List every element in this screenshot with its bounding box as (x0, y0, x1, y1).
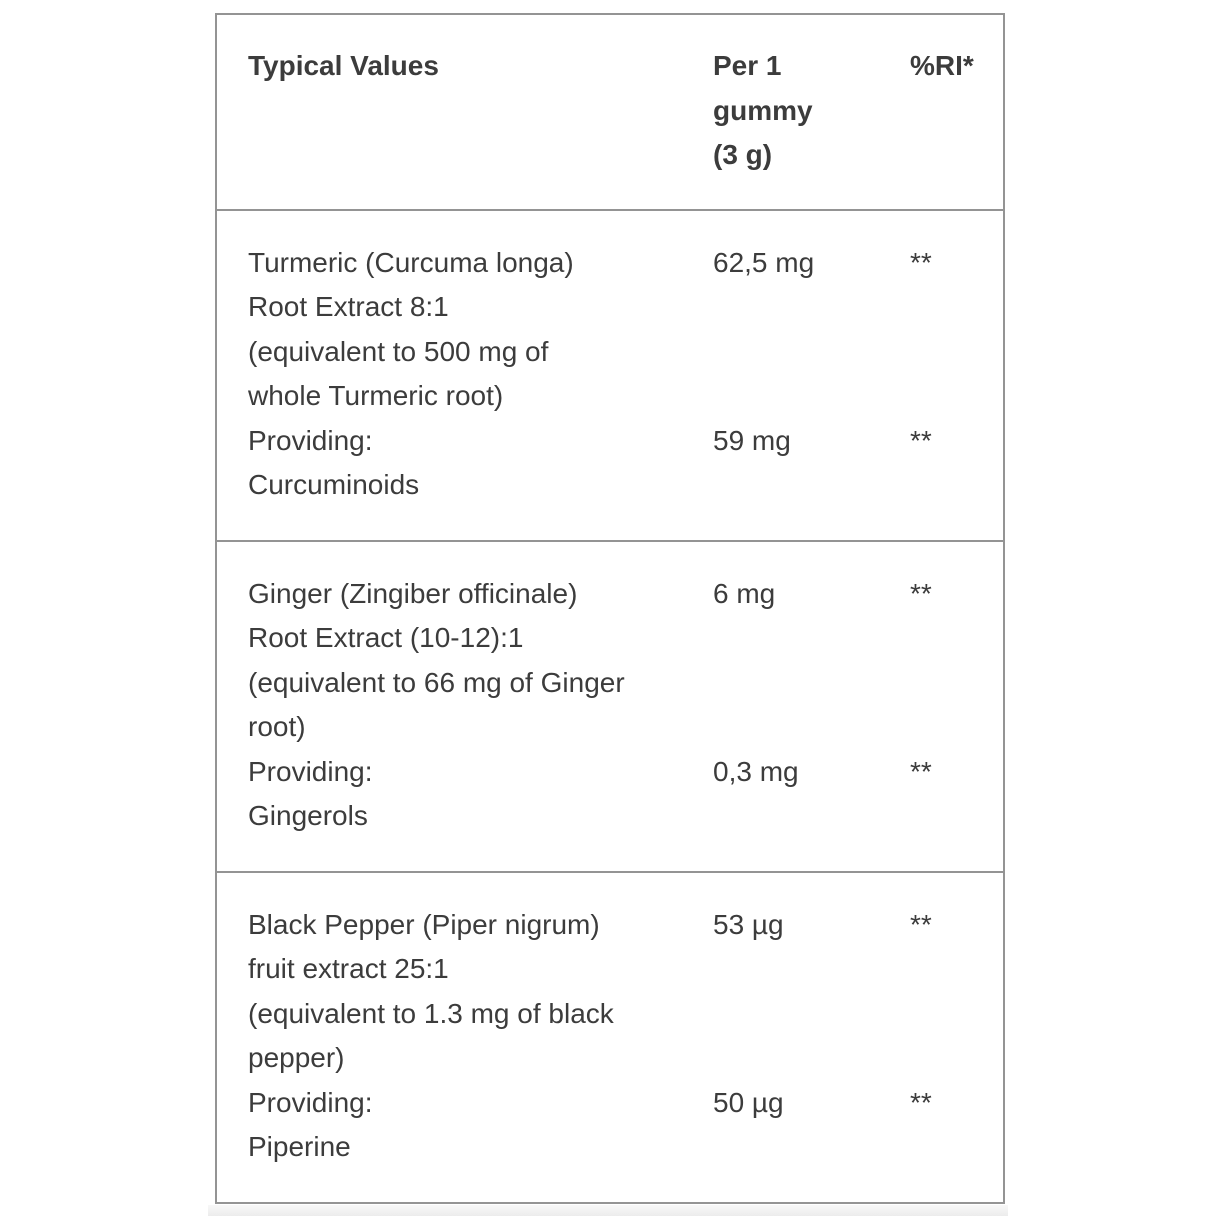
ingredient-row: Black Pepper (Piper nigrum) fruit extrac… (217, 870, 1003, 1202)
ingredient-name-line: (equivalent to 66 mg of Ginger (248, 666, 625, 698)
ri-value: ** (910, 577, 932, 609)
ingredient-name-line: Turmeric (Curcuma longa) (248, 246, 574, 278)
ingredient-name-line: Ginger (Zingiber officinale) (248, 577, 578, 609)
ingredient-name-line: whole Turmeric root) (248, 380, 504, 411)
header-per-serving: Per 1 gummy (3 g) (713, 44, 910, 178)
providing-block: Providing: Piperine (248, 1081, 713, 1170)
ingredient-name: Turmeric (Curcuma longa) Root Extract 8:… (248, 241, 713, 419)
providing-label: Providing: (248, 755, 373, 787)
header-ri: %RI* (910, 50, 974, 81)
header-per-serving-line: (3 g) (713, 139, 773, 170)
providing-label: Providing: (248, 424, 373, 456)
ingredient-name-line: Root Extract (10-12):1 (248, 622, 524, 653)
next-section-edge (208, 1205, 1008, 1216)
providing-ri: ** (910, 755, 932, 787)
ingredient-name: Black Pepper (Piper nigrum) fruit extrac… (248, 903, 713, 1081)
ingredient-name-line: pepper) (248, 1042, 345, 1073)
ingredient-name-line: fruit extract 25:1 (248, 953, 449, 984)
supplement-facts-table: Typical Values Per 1 gummy (3 g) %RI* Tu… (215, 13, 1005, 1204)
amount-value: 53 µg (713, 908, 784, 940)
header-per-serving-line: Per 1 (713, 50, 782, 81)
providing-ri: ** (910, 1086, 932, 1118)
providing-block: Providing: Gingerols (248, 750, 713, 839)
providing-substance: Curcuminoids (248, 469, 420, 500)
providing-substance: Gingerols (248, 800, 368, 831)
table-header-row: Typical Values Per 1 gummy (3 g) %RI* (217, 15, 1003, 209)
ingredient-name-line: (equivalent to 1.3 mg of black (248, 997, 614, 1029)
ingredient-name-line: (equivalent to 500 mg of (248, 335, 549, 367)
amount-value: 6 mg (713, 577, 776, 609)
ingredient-name-line: root) (248, 711, 306, 742)
providing-amount: 59 mg (713, 424, 791, 456)
ingredient-row: Ginger (Zingiber officinale) Root Extrac… (217, 539, 1003, 871)
ingredient-name: Ginger (Zingiber officinale) Root Extrac… (248, 572, 713, 750)
ri-value: ** (910, 246, 932, 278)
ingredient-row: Turmeric (Curcuma longa) Root Extract 8:… (217, 208, 1003, 540)
ingredient-name-line: Black Pepper (Piper nigrum) (248, 908, 600, 940)
providing-block: Providing: Curcuminoids (248, 419, 713, 508)
ri-value: ** (910, 908, 932, 940)
providing-amount: 0,3 mg (713, 755, 799, 787)
providing-ri: ** (910, 424, 932, 456)
providing-label: Providing: (248, 1086, 373, 1118)
providing-substance: Piperine (248, 1131, 351, 1162)
header-typical-values: Typical Values (248, 50, 439, 81)
header-per-serving-line: gummy (713, 94, 813, 126)
ingredient-name-line: Root Extract 8:1 (248, 291, 449, 322)
providing-amount: 50 µg (713, 1086, 784, 1118)
amount-value: 62,5 mg (713, 246, 815, 278)
